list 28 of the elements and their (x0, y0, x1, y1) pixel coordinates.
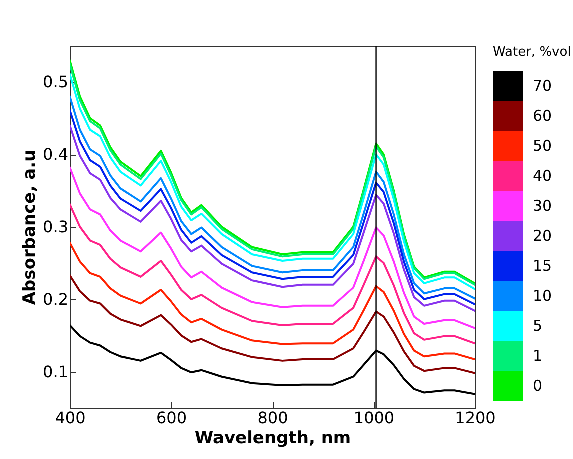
y-tick-label: 0.2 (43, 290, 68, 309)
y-tick-label: 0.1 (43, 362, 68, 382)
legend-label: 30 (533, 197, 552, 215)
legend-label: 50 (533, 137, 552, 155)
x-tick-label: 600 (156, 408, 188, 428)
x-tick-label: 800 (258, 408, 288, 428)
y-tick-label: 0.3 (43, 218, 68, 236)
line-series (70, 274, 475, 374)
y-tick-label: 0.4 (43, 145, 68, 164)
legend-label: 5 (533, 317, 543, 335)
legend-label: 10 (533, 287, 552, 305)
x-tick-label: 1000 (354, 408, 395, 428)
legend-label: 20 (533, 227, 552, 245)
y-tick-label: 0.5 (43, 72, 68, 92)
legend-title: Water, %vol (493, 45, 572, 60)
legend-label: 70 (533, 77, 552, 95)
legend-label: 1 (533, 347, 543, 365)
legend-label: 15 (533, 257, 552, 275)
x-axis-title: Wavelength, nm (194, 428, 352, 448)
legend-label: 40 (533, 167, 552, 185)
legend-label: 0 (533, 377, 543, 395)
x-tick-label: 400 (55, 408, 86, 428)
line-series (70, 166, 475, 330)
x-tick-label: 1200 (455, 408, 496, 428)
legend-label: 60 (533, 107, 552, 125)
y-axis-title: Absorbance, a.u (20, 150, 40, 306)
line-series (70, 204, 475, 345)
line-series (70, 242, 475, 360)
